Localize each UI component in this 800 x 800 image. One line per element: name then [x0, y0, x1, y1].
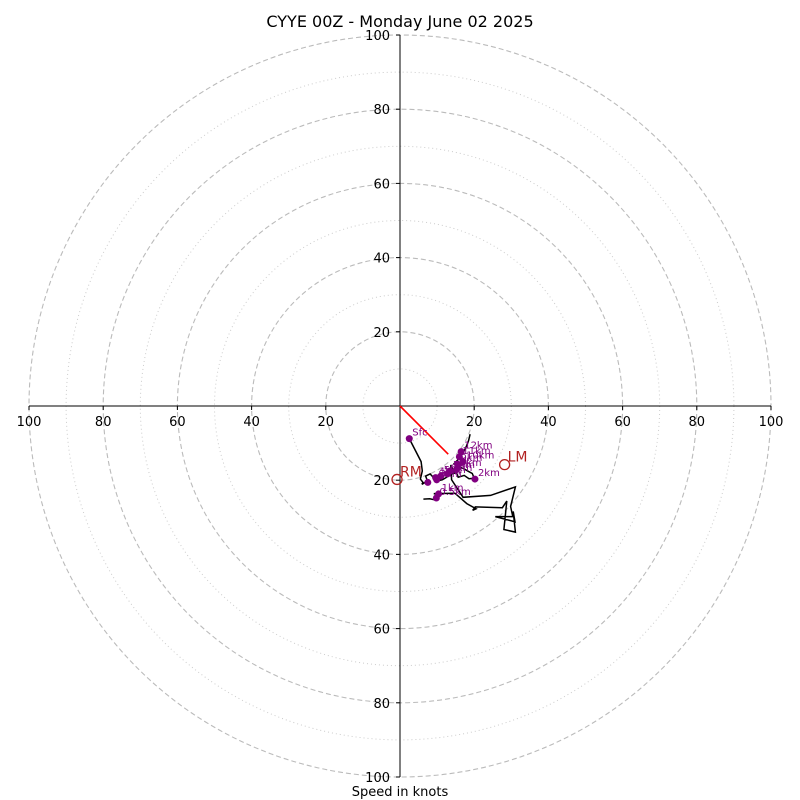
x-tick-label: 100 — [17, 415, 42, 430]
y-tick-label: 20 — [373, 474, 390, 489]
height-marker-label: 12km — [464, 441, 492, 452]
height-marker-label: 3km — [440, 469, 462, 480]
height-marker-label: Sfc — [412, 428, 427, 439]
storm-motion-label: RM — [400, 464, 422, 480]
chart-title: CYYE 00Z - Monday June 02 2025 — [266, 12, 533, 31]
height-marker-label: 8km — [460, 458, 482, 469]
height-marker-dot — [471, 475, 479, 483]
storm-motion-markers: RM LM — [391, 450, 528, 486]
x-tick-label: 100 — [759, 415, 784, 430]
storm-motion-marker — [498, 458, 511, 471]
x-tick-label: 40 — [243, 415, 260, 430]
x-tick-label: 80 — [689, 415, 706, 430]
x-axis-label: Speed in knots — [352, 785, 449, 800]
height-marker-dot — [459, 458, 467, 466]
height-marker-label: 6km — [450, 463, 472, 474]
y-tick-label: 40 — [373, 548, 390, 563]
shear-vector-line — [399, 405, 449, 455]
x-tick-label: 40 — [540, 415, 557, 430]
x-tick-label: 60 — [614, 415, 631, 430]
storm-motion-marker — [391, 473, 403, 486]
height-marker-dot — [433, 476, 441, 484]
y-tick-label: 80 — [373, 697, 390, 712]
height-marker-label: 4km — [439, 467, 461, 478]
height-marker-dot — [453, 465, 461, 473]
height-marker-label: 7km — [453, 460, 475, 471]
y-tick-label: 100 — [365, 771, 390, 786]
height-marker-dot — [424, 478, 432, 486]
height-marker-label: 10km — [466, 451, 494, 462]
y-tick-label: 60 — [373, 177, 390, 192]
height-marker-label: 9km — [461, 453, 483, 464]
hodograph-tail-line — [423, 464, 517, 534]
y-tick-label: 20 — [373, 326, 390, 341]
x-tick-label: 80 — [95, 415, 112, 430]
x-tick-label: 20 — [318, 415, 335, 430]
height-marker-label: 0.5km — [439, 487, 470, 498]
height-marker-dot — [443, 470, 451, 478]
height-marker-label: 5km — [444, 465, 466, 476]
y-tick-label: 60 — [373, 623, 390, 638]
x-tick-label: 20 — [466, 415, 483, 430]
y-tick-label: 40 — [373, 252, 390, 267]
height-marker-dot — [405, 435, 413, 443]
x-tick-label: 60 — [169, 415, 186, 430]
height-marker-label: 11km — [462, 446, 490, 457]
height-marker-label: 2km — [478, 468, 500, 479]
y-tick-label: 100 — [365, 29, 390, 44]
height-marker-dot — [432, 494, 440, 502]
tick-labels: 100 100 80 80 60 60 40 40 20 20 20 20 40 40 60 60 80 80 10… — [17, 29, 784, 786]
height-marker-dot — [455, 453, 463, 461]
y-tick-label: 80 — [373, 103, 390, 118]
storm-motion-label: LM — [508, 450, 528, 466]
height-marker-label: 1km — [442, 483, 464, 494]
